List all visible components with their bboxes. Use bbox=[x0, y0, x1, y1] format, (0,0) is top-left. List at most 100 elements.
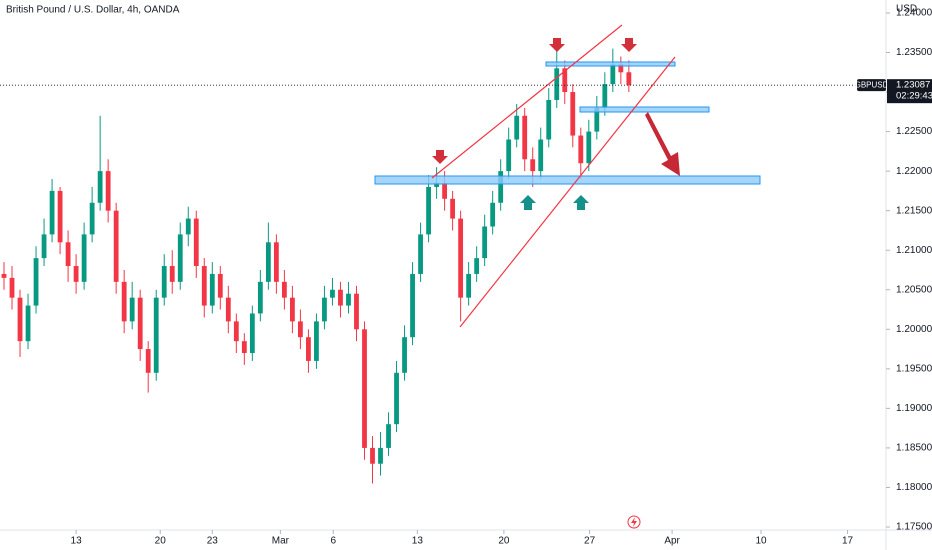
x-tick-label: 17 bbox=[842, 536, 854, 547]
x-tick-label: 20 bbox=[155, 536, 167, 547]
candle-body bbox=[129, 297, 135, 322]
x-tick-label: 23 bbox=[207, 536, 219, 547]
candle-body bbox=[618, 64, 624, 73]
candle-body bbox=[177, 234, 183, 282]
candle-body bbox=[498, 171, 504, 203]
chart-title: British Pound / U.S. Dollar, 4h, OANDA bbox=[6, 5, 180, 16]
candle-body bbox=[73, 266, 79, 282]
event-icon-bolt bbox=[631, 517, 637, 527]
y-tick-label: 1.21500 bbox=[896, 205, 932, 216]
candle-body bbox=[137, 297, 143, 350]
currency-label: USD bbox=[896, 4, 917, 15]
candle-body bbox=[289, 297, 295, 322]
candle-body bbox=[9, 277, 15, 298]
candle-body bbox=[169, 266, 175, 282]
breakout-zone bbox=[579, 106, 710, 113]
candle-body bbox=[314, 321, 319, 361]
y-tick-label: 1.19500 bbox=[896, 363, 932, 374]
up-marker bbox=[520, 195, 536, 210]
candle-body bbox=[265, 242, 271, 282]
candle-body bbox=[402, 337, 407, 373]
candle-body bbox=[562, 68, 568, 93]
down-marker bbox=[549, 38, 565, 52]
down-marker bbox=[621, 38, 637, 52]
y-tick-label: 1.19000 bbox=[896, 403, 932, 414]
candle-body bbox=[370, 447, 375, 464]
candle-body bbox=[241, 341, 247, 354]
candle-body bbox=[386, 424, 391, 448]
candle-body bbox=[482, 226, 488, 259]
y-tick-label: 1.20000 bbox=[896, 324, 932, 335]
up-marker bbox=[573, 195, 589, 210]
x-tick-label: 13 bbox=[412, 536, 424, 547]
candle-body bbox=[354, 293, 359, 330]
candle-body bbox=[490, 202, 496, 227]
x-tick-label: 20 bbox=[498, 536, 510, 547]
candle-body bbox=[298, 321, 303, 338]
candle-body bbox=[610, 64, 616, 85]
candle-body bbox=[546, 99, 552, 140]
down-marker bbox=[432, 150, 448, 164]
candle-body bbox=[514, 115, 520, 140]
candle-body bbox=[145, 349, 151, 373]
candle-body bbox=[530, 159, 536, 172]
resistance-zone bbox=[545, 61, 676, 67]
candle-body bbox=[249, 313, 255, 354]
event-icon[interactable] bbox=[627, 515, 641, 529]
x-tick-label: 27 bbox=[584, 536, 596, 547]
candle-body bbox=[233, 321, 239, 342]
y-tick-label: 1.22500 bbox=[896, 126, 932, 137]
channel-upper bbox=[431, 24, 623, 179]
symbol-box bbox=[857, 79, 886, 92]
candle-body bbox=[281, 281, 287, 298]
y-tick-label: 1.18500 bbox=[896, 443, 932, 454]
candle-body bbox=[426, 186, 431, 235]
candle-body bbox=[306, 337, 311, 361]
candle-body bbox=[1, 273, 7, 278]
candle-body bbox=[273, 242, 279, 282]
candle-body bbox=[338, 289, 343, 306]
y-tick-label: 1.20500 bbox=[896, 284, 932, 295]
candle-body bbox=[185, 218, 191, 235]
candle-body bbox=[466, 273, 472, 298]
candle-body bbox=[17, 297, 23, 342]
candle-body bbox=[105, 171, 111, 211]
candle-body bbox=[362, 329, 367, 448]
candle-body bbox=[209, 273, 215, 306]
candle-body bbox=[41, 234, 47, 259]
candle-body bbox=[578, 135, 584, 164]
x-tick-label: 6 bbox=[330, 536, 336, 547]
x-tick-label: Apr bbox=[664, 536, 680, 547]
candle-body bbox=[418, 234, 423, 274]
candle-body bbox=[81, 234, 87, 282]
candle-body bbox=[570, 92, 576, 136]
candle-body bbox=[217, 273, 223, 298]
candle-body bbox=[57, 190, 63, 243]
candle-body bbox=[25, 305, 31, 342]
candle-body bbox=[442, 182, 448, 199]
candle-body bbox=[153, 297, 159, 373]
candle-body bbox=[474, 258, 480, 274]
candle-body bbox=[121, 281, 127, 322]
candle-body bbox=[594, 107, 600, 132]
x-tick-label: 13 bbox=[71, 536, 83, 547]
candle-body bbox=[538, 139, 544, 172]
candle-body bbox=[225, 297, 231, 322]
candle-body bbox=[49, 190, 55, 235]
candle-body bbox=[113, 210, 119, 282]
candle-body bbox=[626, 72, 632, 86]
price-box bbox=[887, 79, 932, 104]
candle-body bbox=[330, 289, 335, 298]
y-tick-label: 1.17500 bbox=[896, 522, 932, 533]
candle-body bbox=[394, 372, 399, 425]
symbol-label: GBPUSD bbox=[855, 80, 889, 89]
candle-body bbox=[193, 218, 199, 267]
candle-body bbox=[201, 266, 207, 306]
candle-body bbox=[602, 84, 608, 108]
candle-body bbox=[434, 182, 439, 187]
forecast-arrow bbox=[645, 112, 680, 176]
candle-body bbox=[65, 242, 71, 267]
drawings bbox=[374, 24, 761, 529]
